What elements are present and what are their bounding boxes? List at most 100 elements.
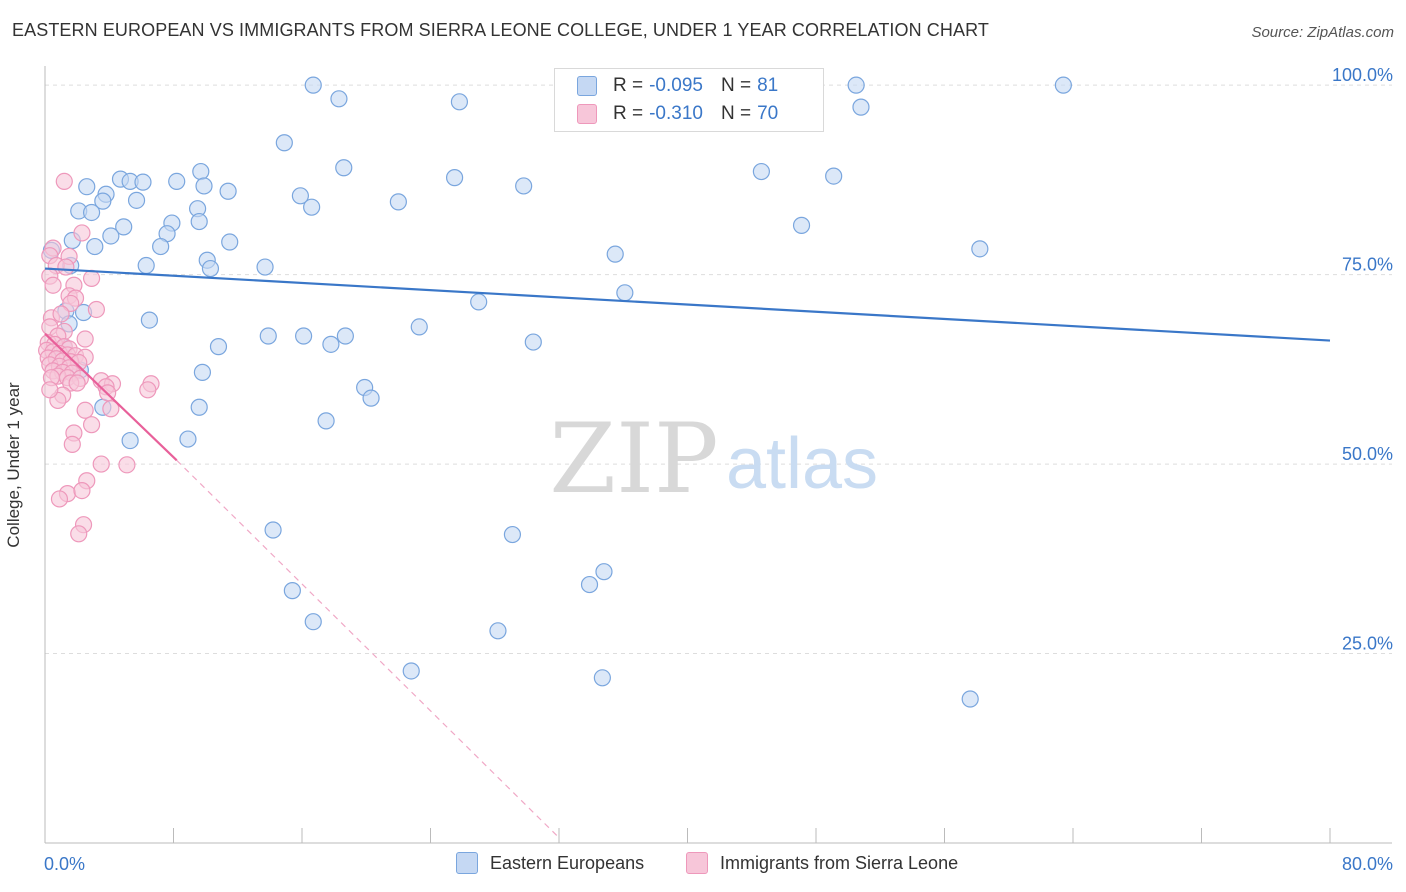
series-sierra-leone [38, 172, 160, 543]
point-eastern-european [221, 233, 239, 251]
point-eastern-european [330, 90, 348, 108]
point-eastern-european [322, 335, 340, 353]
bottom-legend-item-sierra-leone: Immigrants from Sierra Leone [686, 852, 958, 874]
legend-n-value: 81 [757, 75, 779, 96]
point-eastern-european [317, 412, 335, 430]
point-eastern-european [336, 327, 354, 345]
point-eastern-european [259, 327, 277, 345]
point-sierra-leone [73, 482, 91, 500]
point-eastern-european [389, 193, 407, 211]
point-eastern-european [295, 327, 313, 345]
y-axis-label: College, Under 1 year [4, 382, 23, 548]
point-sierra-leone [50, 490, 69, 508]
legend-swatch-blue [577, 76, 597, 96]
point-sierra-leone [44, 276, 62, 294]
y-tick-label: 100.0% [1332, 65, 1393, 85]
point-sierra-leone [87, 300, 106, 319]
point-eastern-european [580, 575, 599, 594]
trendline-eastern-europeans [44, 267, 1331, 342]
point-eastern-european [78, 178, 96, 196]
point-eastern-european [402, 662, 420, 680]
legend-n-value: 70 [757, 103, 779, 124]
point-sierra-leone [118, 456, 136, 474]
point-eastern-european [82, 203, 101, 222]
axes [44, 66, 1392, 844]
point-eastern-european [283, 582, 301, 600]
point-sierra-leone [57, 258, 75, 276]
trendlines [44, 267, 1331, 839]
point-sierra-leone [82, 269, 101, 288]
point-eastern-european [256, 258, 274, 276]
legend-r-label: R = [613, 75, 644, 96]
point-sierra-leone [70, 525, 88, 543]
point-eastern-european [852, 98, 870, 116]
x-tick-labels: 0.0% 80.0% [44, 854, 1393, 874]
point-eastern-european [825, 167, 843, 185]
point-eastern-european [410, 318, 428, 336]
legend-n-label: N = [720, 75, 752, 96]
point-eastern-european [304, 76, 322, 94]
point-eastern-european [1054, 76, 1072, 94]
point-eastern-european [752, 162, 770, 181]
legend-row-pink: R = -0.310 N = 70 [577, 101, 778, 127]
point-sierra-leone [68, 374, 86, 392]
legend-n-label: N = [720, 103, 752, 124]
grid-lines [45, 84, 1392, 655]
point-eastern-european [115, 218, 133, 236]
point-eastern-european [190, 398, 208, 416]
y-tick-label: 75.0% [1342, 255, 1393, 275]
point-eastern-european [503, 525, 522, 544]
watermark: ZIP atlas [549, 403, 878, 515]
point-eastern-european [489, 622, 507, 640]
point-sierra-leone [82, 416, 101, 434]
point-eastern-european [209, 338, 228, 356]
point-eastern-european [152, 237, 170, 256]
watermark-atlas: atlas [726, 424, 878, 504]
point-eastern-european [134, 173, 152, 191]
point-eastern-european [792, 216, 811, 234]
legend-r-label: R = [613, 103, 644, 124]
point-eastern-european [179, 430, 197, 448]
point-eastern-european [524, 333, 542, 351]
point-sierra-leone [63, 435, 81, 453]
bottom-legend: Eastern Europeans Immigrants from Sierra… [0, 852, 1406, 878]
point-eastern-european [190, 212, 208, 231]
point-eastern-european [445, 169, 464, 187]
point-sierra-leone [92, 455, 110, 473]
bottom-legend-label: Eastern Europeans [490, 852, 645, 873]
point-eastern-european [275, 134, 293, 152]
point-eastern-european [616, 284, 634, 302]
watermark-zip: ZIP [549, 403, 718, 515]
point-eastern-european [168, 172, 186, 191]
y-tick-label: 25.0% [1342, 634, 1393, 654]
point-eastern-european [303, 198, 321, 216]
point-eastern-european [201, 259, 220, 278]
x-tick-label: 0.0% [44, 854, 85, 874]
point-sierra-leone [55, 172, 73, 191]
bottom-legend-swatch-pink [686, 852, 708, 874]
legend-r-value: -0.310 [649, 103, 703, 124]
y-tick-label: 50.0% [1342, 444, 1393, 464]
point-eastern-european [971, 240, 989, 258]
point-eastern-european [264, 521, 282, 539]
point-eastern-european [362, 389, 380, 407]
legend-r-value: -0.095 [649, 75, 703, 96]
trendline-sierra-leone [44, 332, 178, 462]
point-eastern-european [961, 690, 979, 708]
point-eastern-european [335, 159, 353, 177]
point-sierra-leone [52, 305, 70, 323]
bottom-legend-swatch-blue [456, 852, 478, 874]
point-sierra-leone [41, 381, 59, 399]
series-eastern-europeans [42, 76, 1072, 708]
point-eastern-european [219, 182, 237, 200]
point-sierra-leone [73, 224, 91, 242]
point-eastern-european [137, 256, 155, 275]
point-eastern-european [304, 613, 322, 631]
y-tick-labels: 25.0% 50.0% 75.0% 100.0% [1332, 65, 1393, 653]
bottom-legend-label: Immigrants from Sierra Leone [720, 852, 959, 873]
bottom-legend-item-eastern-europeans: Eastern Europeans [456, 852, 644, 874]
point-sierra-leone [76, 330, 94, 348]
chart-title: EASTERN EUROPEAN VS IMMIGRANTS FROM SIER… [12, 20, 989, 40]
point-sierra-leone [62, 294, 80, 313]
point-eastern-european [593, 669, 611, 687]
